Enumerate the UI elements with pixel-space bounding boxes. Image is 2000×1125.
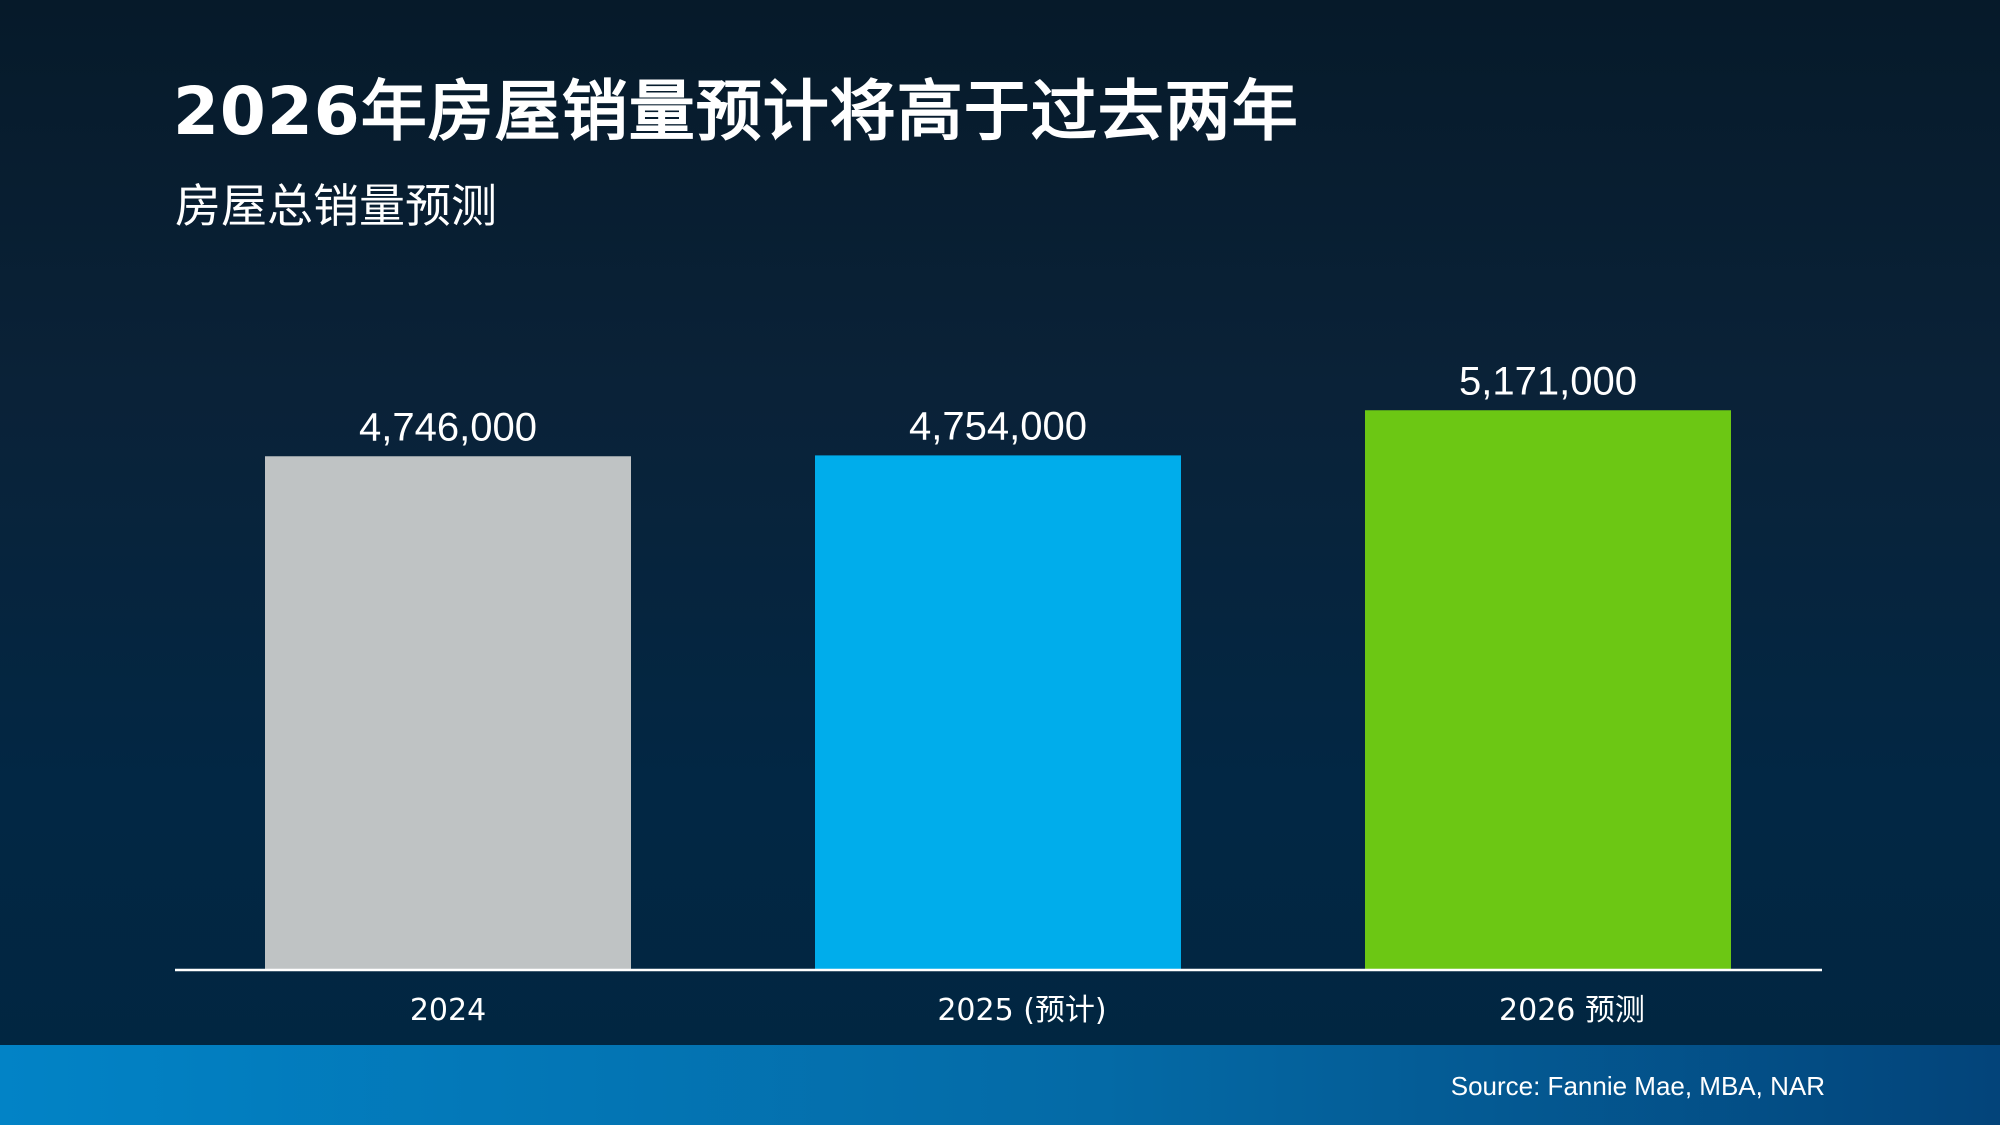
x-tick-label-2025: 2025 (预计) — [937, 993, 1106, 1028]
bar-2024 — [265, 456, 631, 971]
bar-2025 — [815, 455, 1181, 971]
value-label-2026: 5,171,000 — [1459, 359, 1637, 403]
page-title: 2026年房屋销量预计将高于过去两年 — [173, 73, 1299, 150]
x-tick-label-2026: 2026 预测 — [1499, 993, 1645, 1028]
source-note: Source: Fannie Mae, MBA, NAR — [1450, 1071, 1825, 1101]
x-tick-label-2024: 2024 — [410, 993, 486, 1028]
bars-group: 4,746,000 2024 4,754,000 2025 (预计) 5,171,000… — [265, 359, 1731, 1028]
value-label-2025: 4,754,000 — [909, 404, 1087, 448]
bar-2026 — [1365, 410, 1731, 970]
value-label-2024: 4,746,000 — [359, 405, 537, 449]
footer-bar: Source: Fannie Mae, MBA, NAR — [0, 1045, 2000, 1125]
chart-subtitle: 房屋总销量预测 — [175, 179, 497, 233]
